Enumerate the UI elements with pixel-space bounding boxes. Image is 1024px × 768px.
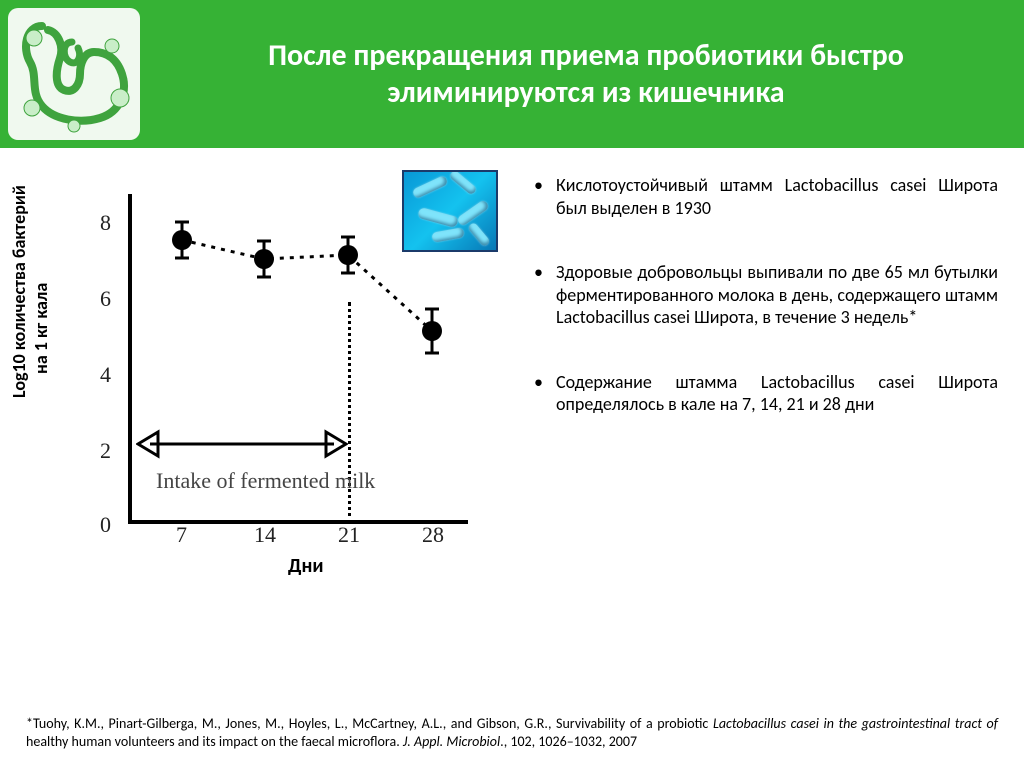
content-area: Log10 количества бактерий на 1 кг кала 0… bbox=[0, 148, 1024, 638]
citation-tail: ., 102, 1026–1032, 2007 bbox=[500, 733, 637, 750]
title-bar: После прекращения приема пробиотики быст… bbox=[148, 0, 1024, 148]
citation-text: healthy human volunteers and its impact … bbox=[26, 733, 403, 750]
elimination-chart: Log10 количества бактерий на 1 кг кала 0… bbox=[26, 188, 496, 628]
bullet-item: Содержание штамма Lactobacillus casei Ши… bbox=[530, 371, 998, 416]
y-axis-label-2: на 1 кг кала bbox=[30, 283, 52, 374]
bullet-item: Кислотоустойчивый штамм Lactobacillus ca… bbox=[530, 174, 998, 219]
y-axis-label-1: Log10 количества бактерий bbox=[8, 185, 30, 398]
citation-text: *Tuohy, K.M., Pinart-Gilberga, M., Jones… bbox=[26, 715, 713, 732]
citation-journal: J. Appl. Microbiol bbox=[403, 733, 500, 750]
data-series bbox=[88, 194, 468, 554]
bullet-item: Здоровые добровольцы выпивали по две 65 … bbox=[530, 261, 998, 329]
bullets-column: Кислотоустойчивый штамм Lactobacillus ca… bbox=[506, 168, 998, 628]
slide-title: После прекращения приема пробиотики быст… bbox=[168, 37, 1004, 112]
header-banner: После прекращения приема пробиотики быст… bbox=[0, 0, 1024, 148]
x-axis-label: Дни bbox=[288, 554, 324, 578]
intestine-logo bbox=[8, 8, 140, 140]
citation: *Tuohy, K.M., Pinart-Gilberga, M., Jones… bbox=[26, 715, 998, 750]
citation-italic: Lactobacillus casei in the gastrointesti… bbox=[713, 715, 998, 732]
chart-column: Log10 количества бактерий на 1 кг кала 0… bbox=[26, 168, 506, 628]
plot-area: 0 2 4 6 8 7 14 21 28 Дни Inta bbox=[88, 194, 468, 554]
bullet-list: Кислотоустойчивый штамм Lactobacillus ca… bbox=[530, 174, 998, 416]
logo-container bbox=[0, 0, 148, 148]
